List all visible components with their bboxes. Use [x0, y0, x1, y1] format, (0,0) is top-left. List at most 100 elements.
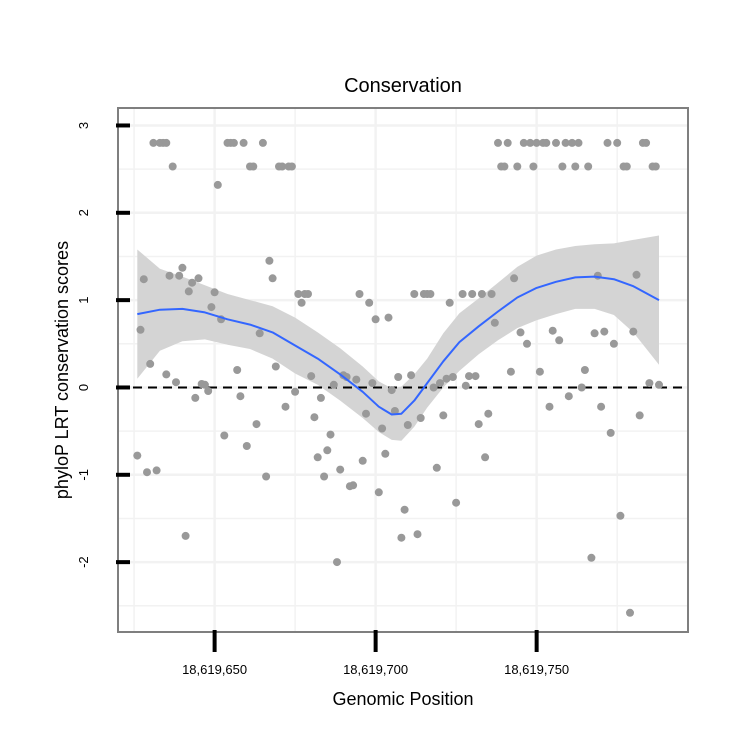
data-point	[519, 138, 528, 147]
y-axis-tick-label: -1	[76, 469, 91, 481]
data-point	[403, 421, 412, 429]
data-point	[471, 372, 480, 381]
data-point	[233, 366, 242, 374]
data-point	[236, 392, 245, 401]
data-point	[448, 373, 457, 381]
data-point	[265, 256, 274, 265]
data-point	[258, 138, 267, 147]
data-point	[349, 481, 358, 490]
data-point	[204, 387, 213, 395]
data-point	[165, 271, 174, 280]
data-point	[336, 465, 345, 474]
y-axis-tick-label: 2	[76, 209, 91, 216]
data-point	[426, 290, 435, 298]
data-point	[635, 411, 644, 420]
data-point	[316, 393, 325, 402]
data-point	[175, 271, 184, 280]
data-point	[178, 263, 187, 272]
data-point	[333, 558, 341, 567]
y-axis-tick-label: 3	[76, 122, 91, 129]
data-point	[210, 288, 219, 297]
data-point	[381, 449, 390, 458]
data-point	[287, 162, 296, 171]
data-point	[146, 359, 155, 368]
data-point	[291, 387, 300, 396]
data-point	[320, 472, 329, 481]
data-point	[616, 511, 625, 520]
data-point	[194, 274, 203, 283]
data-point	[378, 424, 387, 433]
data-point	[568, 138, 577, 147]
data-point	[136, 325, 145, 334]
data-point	[561, 138, 570, 147]
data-point	[374, 488, 383, 497]
data-point	[510, 274, 519, 283]
data-point	[255, 329, 264, 338]
data-point	[304, 290, 312, 298]
data-point	[600, 327, 609, 336]
data-point	[571, 162, 580, 171]
data-point	[252, 420, 261, 429]
smooth-line	[137, 275, 660, 416]
data-point	[362, 409, 370, 418]
data-point	[651, 162, 660, 171]
data-point	[584, 162, 593, 171]
y-axis-tick-label: 0	[76, 384, 91, 391]
data-point	[494, 138, 502, 147]
x-axis: 18,619,650 18,619,700 18,619,750	[182, 630, 569, 677]
data-point	[278, 162, 287, 171]
data-point	[413, 530, 422, 539]
data-point	[500, 162, 509, 171]
data-point	[558, 162, 567, 171]
data-point	[323, 446, 332, 455]
data-point	[587, 553, 596, 562]
data-point	[162, 370, 171, 379]
data-point	[523, 339, 531, 348]
data-point	[613, 138, 622, 147]
smooth-curve	[137, 275, 660, 416]
data-point	[590, 329, 599, 338]
x-axis-tick-label: 18,619,700	[343, 662, 408, 677]
data-point	[168, 162, 177, 171]
data-point	[133, 451, 142, 460]
data-points	[133, 138, 663, 617]
data-point	[606, 428, 615, 437]
data-point	[294, 290, 303, 298]
data-point	[629, 327, 638, 336]
data-point	[313, 453, 322, 462]
data-point	[468, 290, 477, 298]
data-point	[642, 138, 651, 147]
data-point	[477, 290, 486, 298]
data-point	[452, 498, 461, 507]
data-point	[355, 290, 364, 298]
data-point	[207, 303, 216, 312]
data-point	[645, 379, 654, 388]
data-point	[603, 138, 612, 147]
data-point	[239, 138, 248, 147]
data-point	[262, 472, 271, 481]
data-point	[442, 374, 451, 383]
data-point	[410, 290, 419, 298]
data-point	[281, 402, 290, 411]
data-point	[458, 290, 467, 298]
data-point	[139, 275, 148, 284]
data-point	[506, 367, 515, 376]
data-point	[249, 162, 258, 171]
data-point	[200, 380, 209, 389]
data-point	[513, 162, 522, 171]
data-point	[390, 407, 399, 415]
data-point	[487, 290, 496, 298]
data-point	[152, 466, 161, 475]
data-point	[597, 402, 606, 411]
x-axis-title: Genomic Position	[332, 689, 473, 709]
data-point	[574, 138, 583, 147]
data-point	[626, 608, 634, 617]
data-point	[555, 336, 564, 345]
data-point	[400, 505, 409, 514]
data-point	[535, 367, 544, 376]
y-axis: -2 -1 0 1 2 3	[76, 122, 130, 568]
data-point	[429, 383, 438, 392]
data-point	[229, 138, 238, 147]
data-point	[516, 328, 525, 337]
